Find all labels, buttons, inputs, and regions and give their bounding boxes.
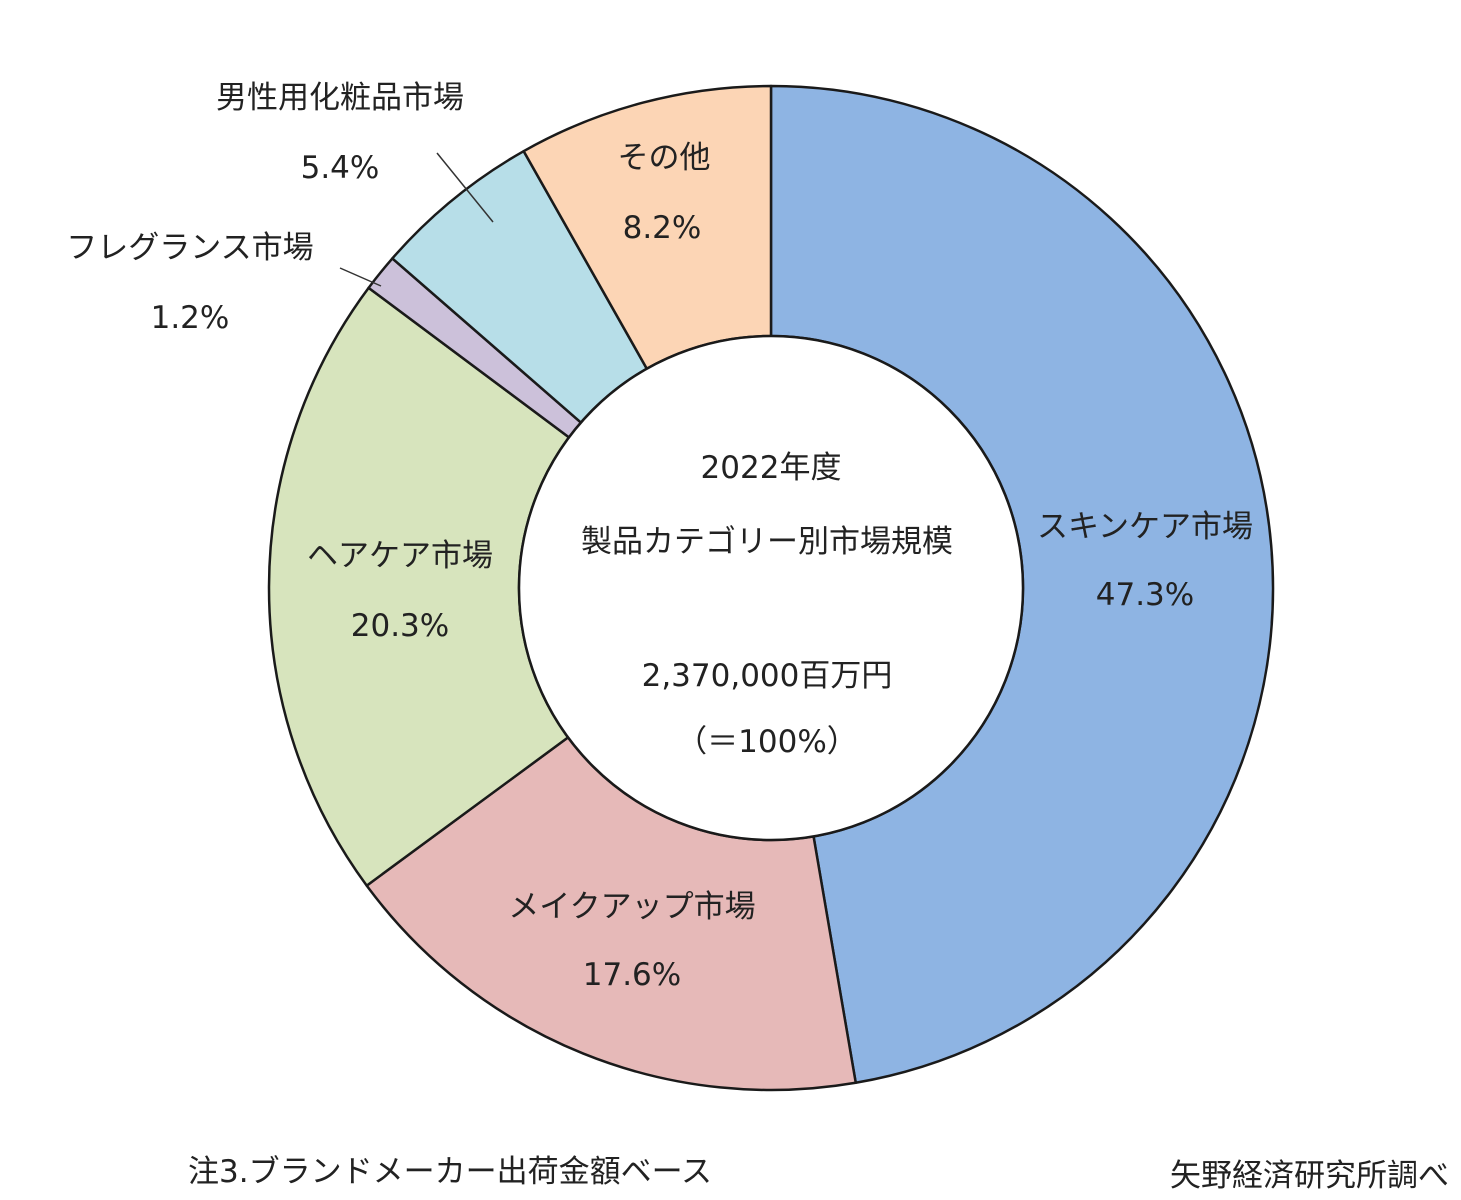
slice-label-fragrance: フレグランス市場 (66, 230, 313, 266)
leader-line-mens-cosmetics (436, 152, 494, 223)
leader-lines (339, 152, 494, 287)
slice-label-makeup: メイクアップ市場 (508, 889, 755, 925)
slice-value-fragrance: 1.2% (151, 300, 230, 336)
slice-value-other: 8.2% (623, 210, 702, 246)
slice-value-mens-cosmetics: 5.4% (301, 150, 380, 186)
slices-layer (267, 84, 1275, 1092)
slice-label-haircare: ヘアケア市場 (307, 538, 493, 574)
slice-value-makeup: 17.6% (583, 957, 681, 993)
center-subtitle: 製品カテゴリー別市場規模 (581, 524, 953, 560)
slice-value-haircare: 20.3% (351, 608, 449, 644)
leader-line-fragrance (339, 267, 382, 287)
center-total-pct: （＝100%） (676, 724, 858, 760)
slice-value-skincare: 47.3% (1096, 577, 1194, 613)
slice-label-skincare: スキンケア市場 (1037, 509, 1253, 545)
footnote-right: 矢野経済研究所調べ (1170, 1158, 1449, 1194)
center-total: 2,370,000百万円 (642, 658, 893, 694)
center-title: 2022年度 (701, 450, 842, 486)
slice-label-mens-cosmetics: 男性用化粧品市場 (216, 80, 464, 116)
slice-labels: スキンケア市場 47.3% メイクアップ市場 17.6% ヘアケア市場 20.3% フレグラ… (66, 80, 1253, 993)
footnote-left: 注3.ブランドメーカー出荷金額ベース (188, 1154, 713, 1190)
donut-hole (517, 334, 1025, 842)
slice-label-other: その他 (618, 140, 711, 176)
